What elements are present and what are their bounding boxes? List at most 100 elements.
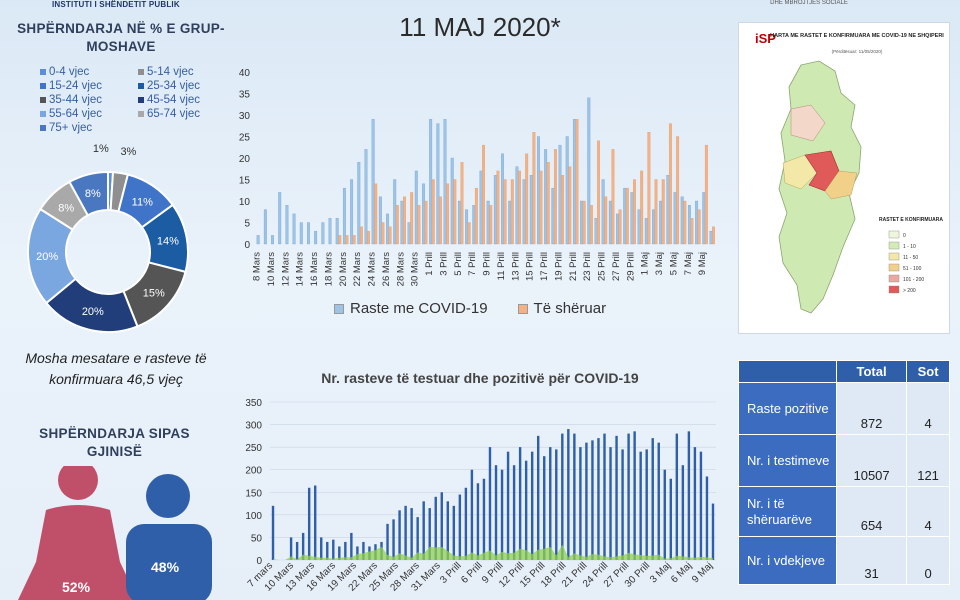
bar-recovered [446,183,450,245]
summary-header-today: Sot [906,360,950,383]
legend-label: 65-74 vjec [147,108,201,120]
bar-tests [289,537,293,560]
bar-tests [338,546,341,560]
bar-tests [488,447,492,560]
x-tick-label: 9 Maj [697,252,708,275]
x-tick-label: 14 Mars [295,252,306,287]
bar-tests [344,541,347,560]
bar-recovered [518,170,521,245]
bar-recovered [453,179,457,245]
bar-cases [271,235,274,245]
x-tick-label: 3 Maj [654,252,665,275]
row-label: Raste pozitive [738,382,837,435]
bar-recovered [388,226,392,245]
bar-recovered [359,226,363,245]
bar-cases [572,119,576,245]
bar-cases [350,179,354,245]
bar-recovered [431,179,435,245]
x-tick-label: 8 Mars [252,252,263,281]
bar-recovered [381,222,385,245]
bar-cases [644,218,648,245]
row-total: 10507 [835,434,908,487]
y-tick-label: 5 [244,219,250,230]
legend-item: 35-44 vjec [40,94,138,106]
bar-tests [633,431,636,560]
row-total: 31 [835,536,908,585]
legend-recovered: Të shëruar [517,300,606,317]
legend-item: 0-4 vjec [40,66,138,78]
bar-tests [410,508,413,560]
bar-cases [637,209,641,245]
bar-cases [299,222,303,245]
map-legend: 0 1 - 10 11 - 50 51 - 100 101 - 200 > 200 [888,230,924,294]
bar-cases [479,170,483,245]
legend-item: 5-14 vjec [138,66,220,78]
bar-tests [591,440,594,560]
bar-tests [494,465,498,560]
bar-cases [695,200,699,245]
bar-cases [436,123,440,245]
legend-label: 15-24 vjec [49,80,103,92]
bar-tests [428,508,431,560]
x-tick-label: 18 Mars [323,252,334,287]
mean-age-note: Mosha mesatare e rasteve të konfirmuara … [25,350,207,387]
tests-chart-title: Nr. rasteve të testuar dhe pozitivë për … [321,370,639,386]
bar-recovered [510,179,514,245]
bar-tests [440,492,443,560]
bar-recovered [633,179,636,245]
bar-cases [652,209,655,245]
bar-cases [407,222,411,245]
bar-tests [657,442,660,560]
bar-cases [278,192,282,245]
pie-label: 3% [120,146,136,158]
bar-cases [314,230,318,245]
bar-cases [393,179,397,245]
bar-tests [295,541,299,560]
bar-recovered [712,226,716,245]
x-tick-label: 27 Prill [611,252,622,281]
bar-recovered [589,205,593,245]
bar-tests [356,546,359,560]
bar-recovered [661,179,665,245]
pie-label: 15% [143,287,165,299]
x-tick-label: 10 Mars [266,252,277,287]
bar-tests [326,541,329,560]
x-tick-label: 9 Maj [690,560,715,585]
map-legend-label: 1 - 10 [903,244,916,250]
bar-cases [623,187,627,245]
x-tick-label: 26 Mars [381,252,392,287]
bar-cases [378,196,382,245]
y-tick-label: 25 [239,133,251,144]
cases-legend: Raste me COVID-19 Të shëruar [334,300,654,317]
table-row: Nr. i të shëruarëve 654 4 [738,486,950,537]
bar-tests [555,449,558,560]
age-donut-chart: 1% 3% 11% 14% 15% 20% 20% 8% 8% [27,143,189,333]
bar-tests [609,447,612,560]
bar-tests [476,483,480,560]
bar-cases [594,218,598,245]
bar-recovered [640,170,644,245]
bar-tests [543,456,546,560]
x-tick-label: 22 Mars [352,252,363,287]
y-tick-label: 35 [239,90,251,101]
legend-label: 35-44 vjec [49,94,103,106]
y-tick-label: 300 [245,421,262,432]
map-legend-label: 11 - 50 [903,255,918,261]
x-tick-label: 19 Prill [553,252,564,281]
bar-cases [702,192,706,245]
bar-tests [500,469,504,560]
bar-tests [530,451,534,560]
bar-cases [630,192,634,245]
bar-cases [544,149,548,245]
x-tick-label: 11 Prill [496,252,507,280]
row-label: Nr. i testimeve [738,434,837,487]
bar-cases [515,166,519,245]
bar-cases [328,218,332,245]
bar-cases [680,196,684,245]
bar-cases [687,205,691,245]
map-legend-swatch [888,230,900,239]
x-tick-label: 1 Prill [424,252,435,276]
bar-cases [429,119,433,245]
x-tick-label: 30 Mars [410,252,421,287]
bar-recovered [683,200,687,245]
